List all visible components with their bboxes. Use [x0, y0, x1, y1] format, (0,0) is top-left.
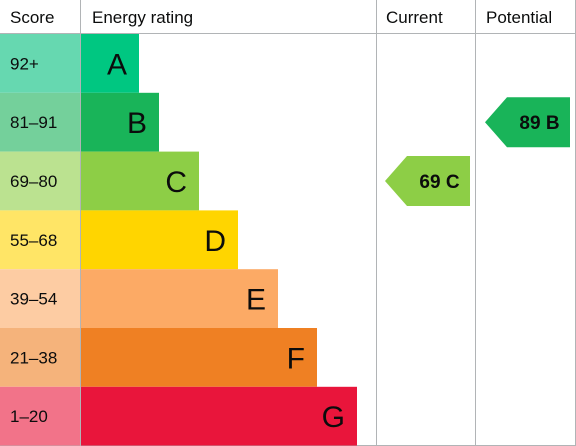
rating-letter-d: D	[204, 225, 226, 258]
rating-letter-c: C	[165, 166, 187, 199]
score-cell-f	[0, 328, 80, 387]
rating-bar-f	[81, 328, 317, 387]
rating-bar-e	[81, 269, 278, 328]
rating-letter-f: F	[287, 342, 305, 375]
rating-bar-d	[81, 210, 238, 270]
score-cell-g	[0, 386, 80, 446]
rating-bar-g	[81, 386, 357, 446]
score-cell-e	[0, 269, 80, 328]
score-range-b: 81–91	[10, 113, 57, 132]
score-cell-d	[0, 210, 80, 270]
score-range-f: 21–38	[10, 348, 57, 367]
score-cell-c	[0, 151, 80, 211]
score-header: Score	[10, 8, 54, 27]
score-cell-b	[0, 92, 80, 152]
score-cell-a	[0, 34, 80, 93]
current-rating-arrow	[385, 156, 470, 206]
score-range-d: 55–68	[10, 231, 57, 250]
score-range-e: 39–54	[10, 290, 57, 309]
rating-letter-b: B	[127, 107, 147, 140]
potential-header: Potential	[486, 8, 552, 27]
potential-rating-label: 89 B	[519, 113, 559, 134]
rating-letter-e: E	[246, 284, 266, 317]
rating-letter-g: G	[322, 401, 345, 434]
score-range-a: 92+	[10, 54, 39, 73]
rating-bands: 92+ A 81–91 B 69–80 C 55–68 D 39–54 E 21–38 F 1–20 G	[0, 34, 357, 446]
current-header: Current	[386, 8, 443, 27]
score-range-g: 1–20	[10, 407, 48, 426]
score-range-c: 69–80	[10, 172, 57, 191]
rating-bar-c	[81, 151, 199, 211]
current-rating-label: 69 C	[419, 172, 459, 193]
rating-bar-b	[81, 92, 159, 152]
rating-letter-a: A	[107, 48, 127, 81]
potential-rating-arrow	[485, 97, 570, 148]
energy-rating-header: Energy rating	[92, 8, 193, 27]
rating-markers: 69 C 89 B	[385, 97, 570, 206]
rating-bar-a	[81, 34, 139, 93]
